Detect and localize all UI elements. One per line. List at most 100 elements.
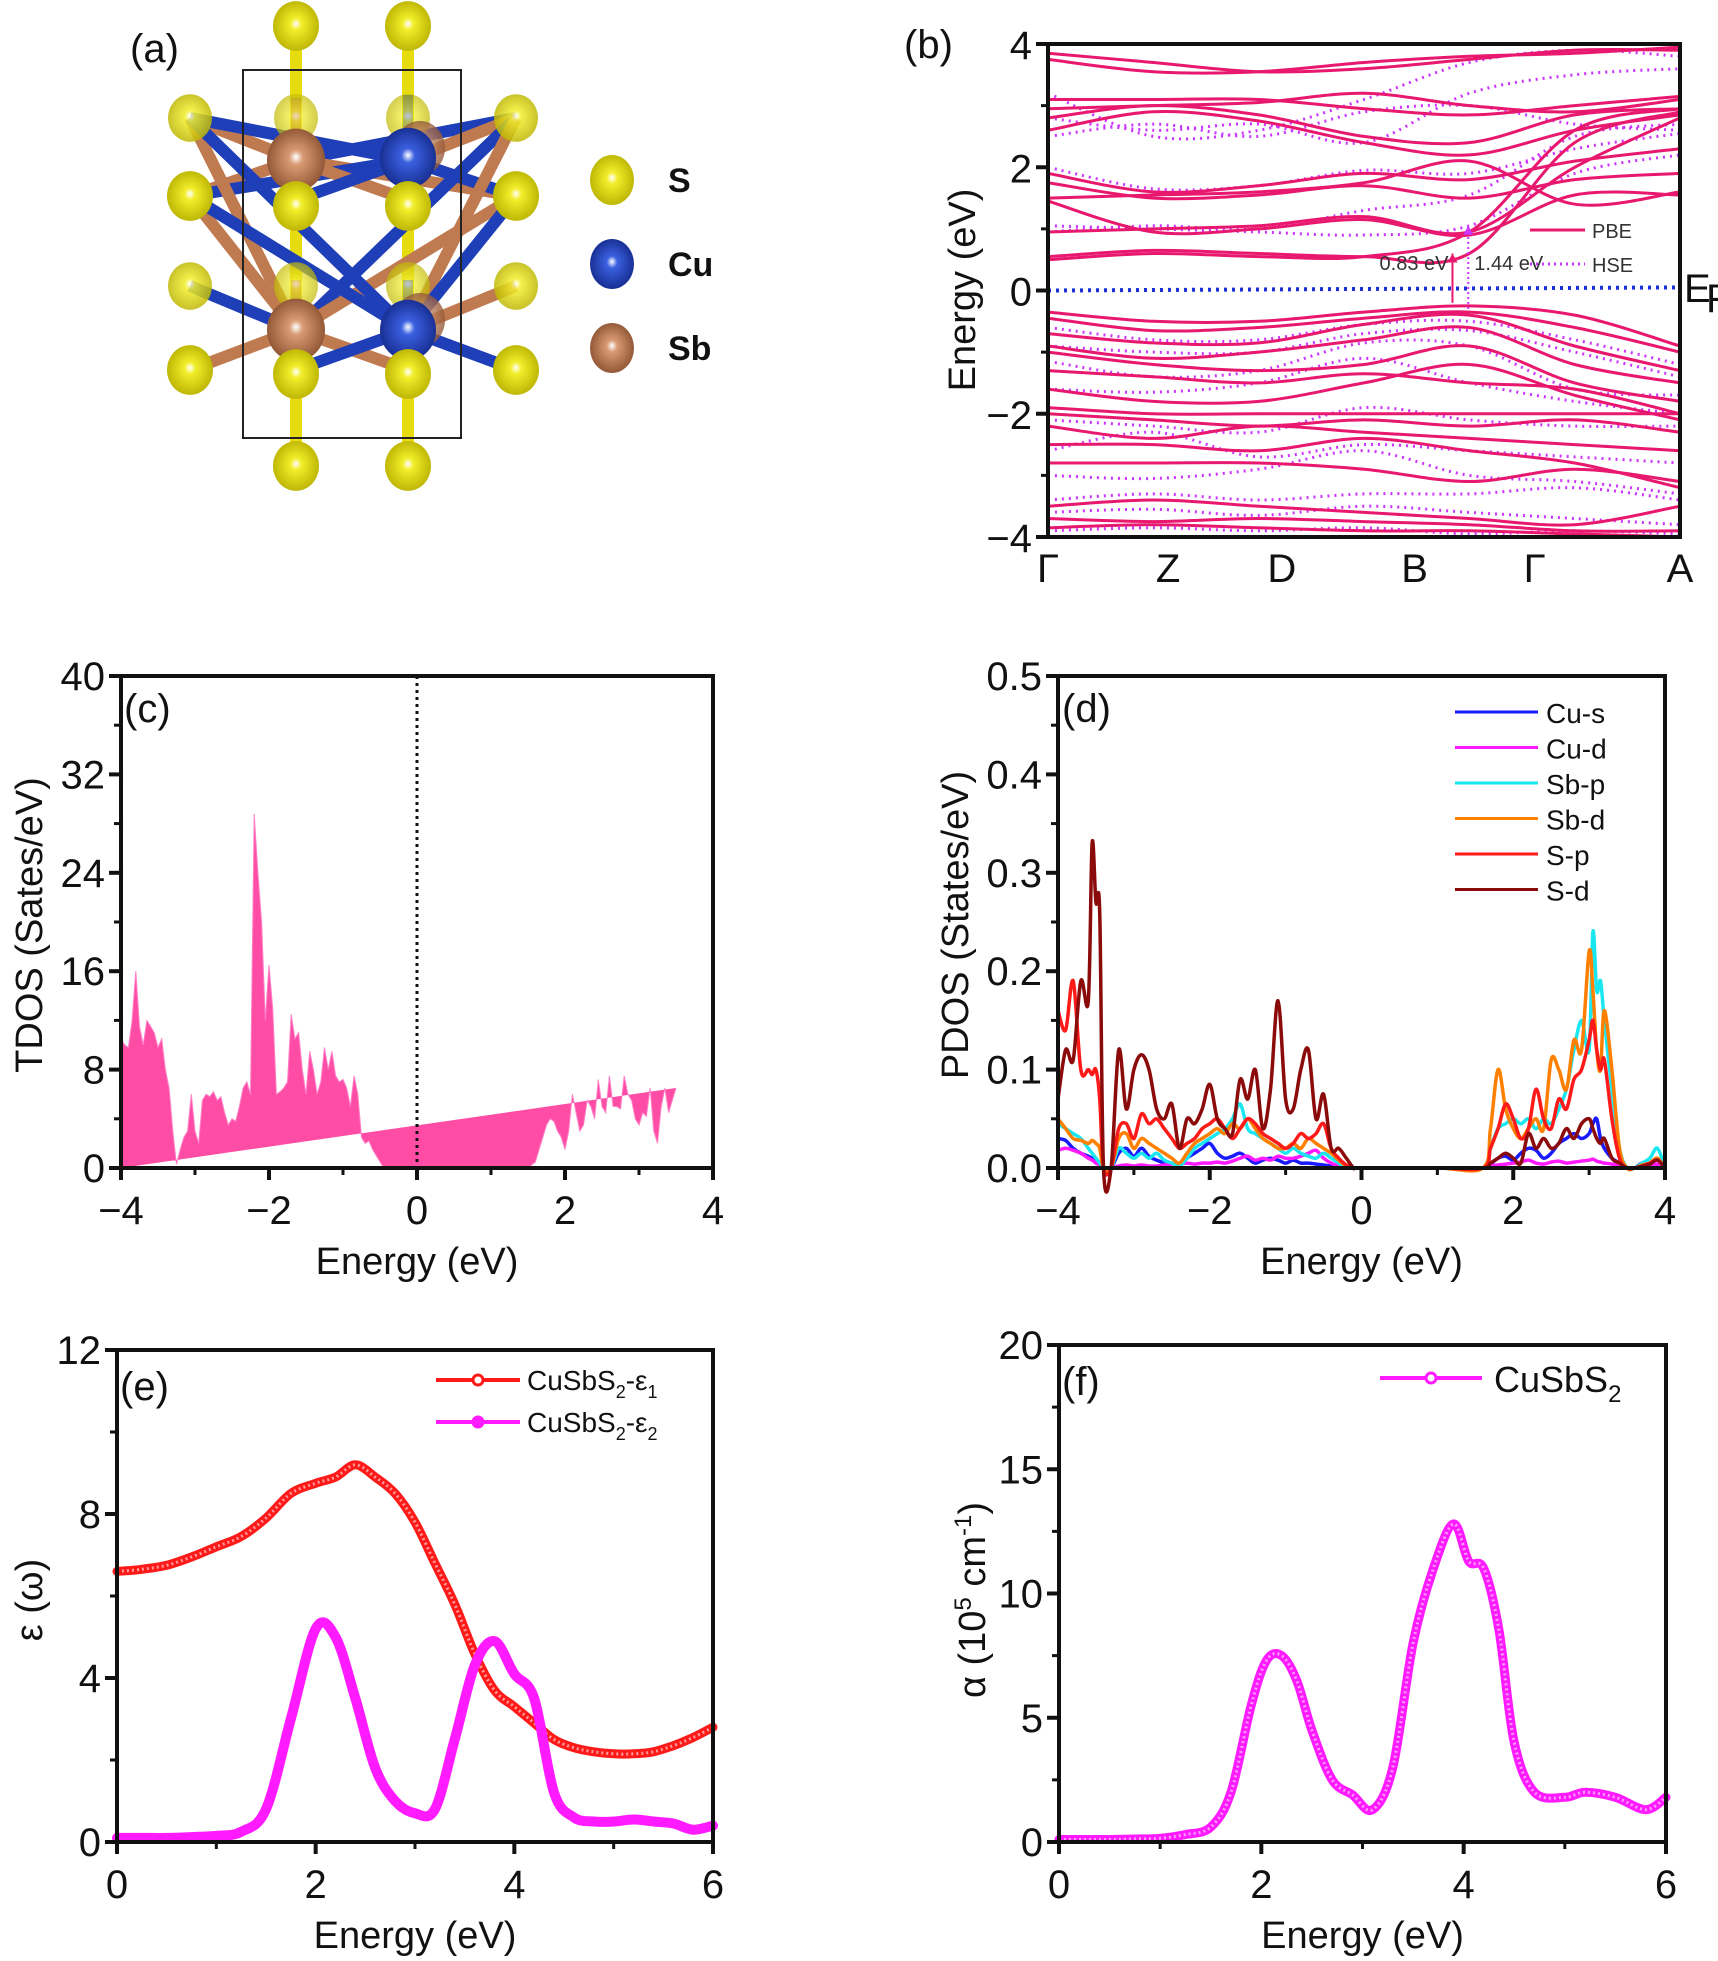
y-tick-label: 20 bbox=[999, 1324, 1044, 1368]
x-tick-label: 0 bbox=[406, 1189, 428, 1233]
y-axis-title: ε (ω) bbox=[9, 1559, 51, 1641]
sulfur-atom bbox=[274, 262, 318, 310]
y-tick-label: 4 bbox=[1010, 24, 1032, 68]
k-point-label: A bbox=[1667, 547, 1694, 591]
pbe-band-line bbox=[1048, 412, 1680, 434]
hse-band-line bbox=[1048, 122, 1680, 234]
y-tick-label: 4 bbox=[79, 1657, 101, 1701]
hse-band-line bbox=[1048, 67, 1680, 145]
copper-atom bbox=[380, 127, 436, 189]
sulfur-atom bbox=[167, 345, 213, 395]
legend-label-sb-p: Sb-p bbox=[1546, 769, 1605, 800]
hse-band-line bbox=[1048, 504, 1680, 527]
panel-a-crystal-structure: (a) S Cu Sb bbox=[130, 1, 713, 491]
x-axis-title: Energy (eV) bbox=[316, 1241, 519, 1283]
pbe-band-line bbox=[1048, 312, 1680, 373]
pbe-band-line bbox=[1048, 344, 1680, 403]
y-tick-label: −4 bbox=[986, 517, 1032, 561]
y-tick-label: 0 bbox=[83, 1147, 105, 1191]
legend-atom-s bbox=[590, 155, 634, 205]
legend-label-sb: Sb bbox=[668, 330, 711, 368]
legend-marker bbox=[471, 1373, 485, 1387]
y-tick-label: 2 bbox=[1010, 147, 1032, 191]
sulfur-atom bbox=[494, 262, 538, 310]
x-tick-label: 4 bbox=[503, 1863, 525, 1907]
k-point-label: D bbox=[1267, 547, 1296, 591]
bands-area bbox=[1048, 45, 1680, 537]
legend-label-s: S bbox=[668, 162, 691, 200]
pbe-band-line bbox=[1048, 369, 1680, 416]
y-tick-label: 15 bbox=[999, 1448, 1044, 1492]
hse-band-line bbox=[1048, 327, 1680, 379]
pbe-band-line bbox=[1048, 325, 1680, 385]
pbe-band-line bbox=[1048, 424, 1680, 453]
pbe-band-line bbox=[1048, 45, 1680, 75]
hse-band-line bbox=[1048, 356, 1680, 416]
k-point-label: Γ bbox=[1524, 547, 1546, 591]
pbe-band-line bbox=[1048, 362, 1680, 422]
legend-label-s-p: S-p bbox=[1546, 840, 1590, 871]
panel-d-label: (d) bbox=[1062, 687, 1111, 731]
y-tick-label: 0 bbox=[1021, 1821, 1043, 1865]
panel-f-absorption: 0 2 4 6 0 5 10 15 20 Energy (eV) α (105 cm-1) (f) Cu… bbox=[950, 1324, 1677, 1957]
y-tick-label: 0 bbox=[79, 1821, 101, 1865]
legend-label-cusbs2: CuSbS2 bbox=[1494, 1359, 1621, 1408]
k-point-label: Z bbox=[1156, 547, 1180, 591]
sulfur-atom bbox=[168, 262, 212, 310]
sulfur-atom bbox=[385, 349, 431, 399]
absorption-plot-frame bbox=[1057, 1343, 1668, 1844]
pbe-band-line bbox=[1048, 523, 1680, 537]
x-axis-title: Energy (eV) bbox=[1260, 1241, 1463, 1283]
hse-band-line bbox=[1048, 131, 1680, 192]
hse-band-line bbox=[1048, 486, 1680, 502]
pbe-band-line bbox=[1048, 110, 1680, 265]
y-tick-label: −2 bbox=[986, 394, 1032, 438]
hse-band-line bbox=[1048, 449, 1680, 496]
x-tick-label: 4 bbox=[1453, 1863, 1475, 1907]
panel-a-label: (a) bbox=[130, 27, 179, 71]
pbe-band-line bbox=[1048, 147, 1680, 194]
absorption-line bbox=[1054, 1519, 1671, 1845]
atom-legend: S Cu Sb bbox=[590, 155, 713, 373]
antimony-atom bbox=[267, 298, 325, 362]
y-tick-label: 0.3 bbox=[986, 852, 1042, 896]
y-axis-title: α (105 cm-1) bbox=[950, 1502, 994, 1698]
x-tick-label: −2 bbox=[246, 1189, 292, 1233]
absorption-marker-pattern bbox=[1058, 1522, 1667, 1842]
y-tick-label: 24 bbox=[61, 852, 106, 896]
unit-cell-box bbox=[242, 69, 462, 439]
k-point-label: B bbox=[1401, 547, 1428, 591]
pbe-band-line bbox=[1048, 94, 1680, 117]
pdos-line-s-d bbox=[1056, 838, 1667, 1194]
panel-e-label: (e) bbox=[120, 1365, 169, 1409]
y-tick-label: 0 bbox=[1010, 271, 1032, 315]
sulfur-atom bbox=[167, 171, 213, 221]
band-gap-label: 0.83 eV bbox=[1380, 253, 1450, 275]
x-tick-label: −2 bbox=[1187, 1189, 1233, 1233]
pbe-band-line bbox=[1048, 171, 1680, 201]
x-tick-label: 6 bbox=[702, 1863, 724, 1907]
y-tick-label: 40 bbox=[61, 655, 106, 699]
pbe-band-line bbox=[1048, 107, 1680, 262]
pbe-band-line bbox=[1048, 436, 1680, 490]
x-tick-label: 0 bbox=[1048, 1863, 1070, 1907]
legend-label-s-d: S-d bbox=[1546, 876, 1590, 907]
x-tick-label: 2 bbox=[1502, 1189, 1524, 1233]
legend-label-sb-d: Sb-d bbox=[1546, 805, 1605, 836]
x-tick-label: 2 bbox=[554, 1189, 576, 1233]
dielectric-marker-pattern bbox=[116, 1463, 714, 1756]
pbe-band-line bbox=[1048, 516, 1680, 533]
legend-atom-cu bbox=[590, 239, 634, 289]
pbe-band-line bbox=[1048, 310, 1680, 354]
legend-label-eps2: CuSbS2-ε2 bbox=[527, 1407, 658, 1444]
y-tick-label: 12 bbox=[57, 1329, 102, 1373]
legend-label-eps1: CuSbS2-ε1 bbox=[527, 1365, 658, 1402]
panel-e-dielectric: 0 2 4 6 0 4 8 12 Energy (eV) ε (ω) (e) CuSbS2-ε1 CuS… bbox=[9, 1329, 724, 1957]
legend-marker bbox=[1424, 1371, 1438, 1385]
sulfur-atom bbox=[385, 1, 431, 51]
legend-marker bbox=[471, 1415, 485, 1429]
x-tick-label: 2 bbox=[1250, 1863, 1272, 1907]
pbe-band-line bbox=[1048, 159, 1680, 207]
copper-atom bbox=[380, 299, 436, 361]
